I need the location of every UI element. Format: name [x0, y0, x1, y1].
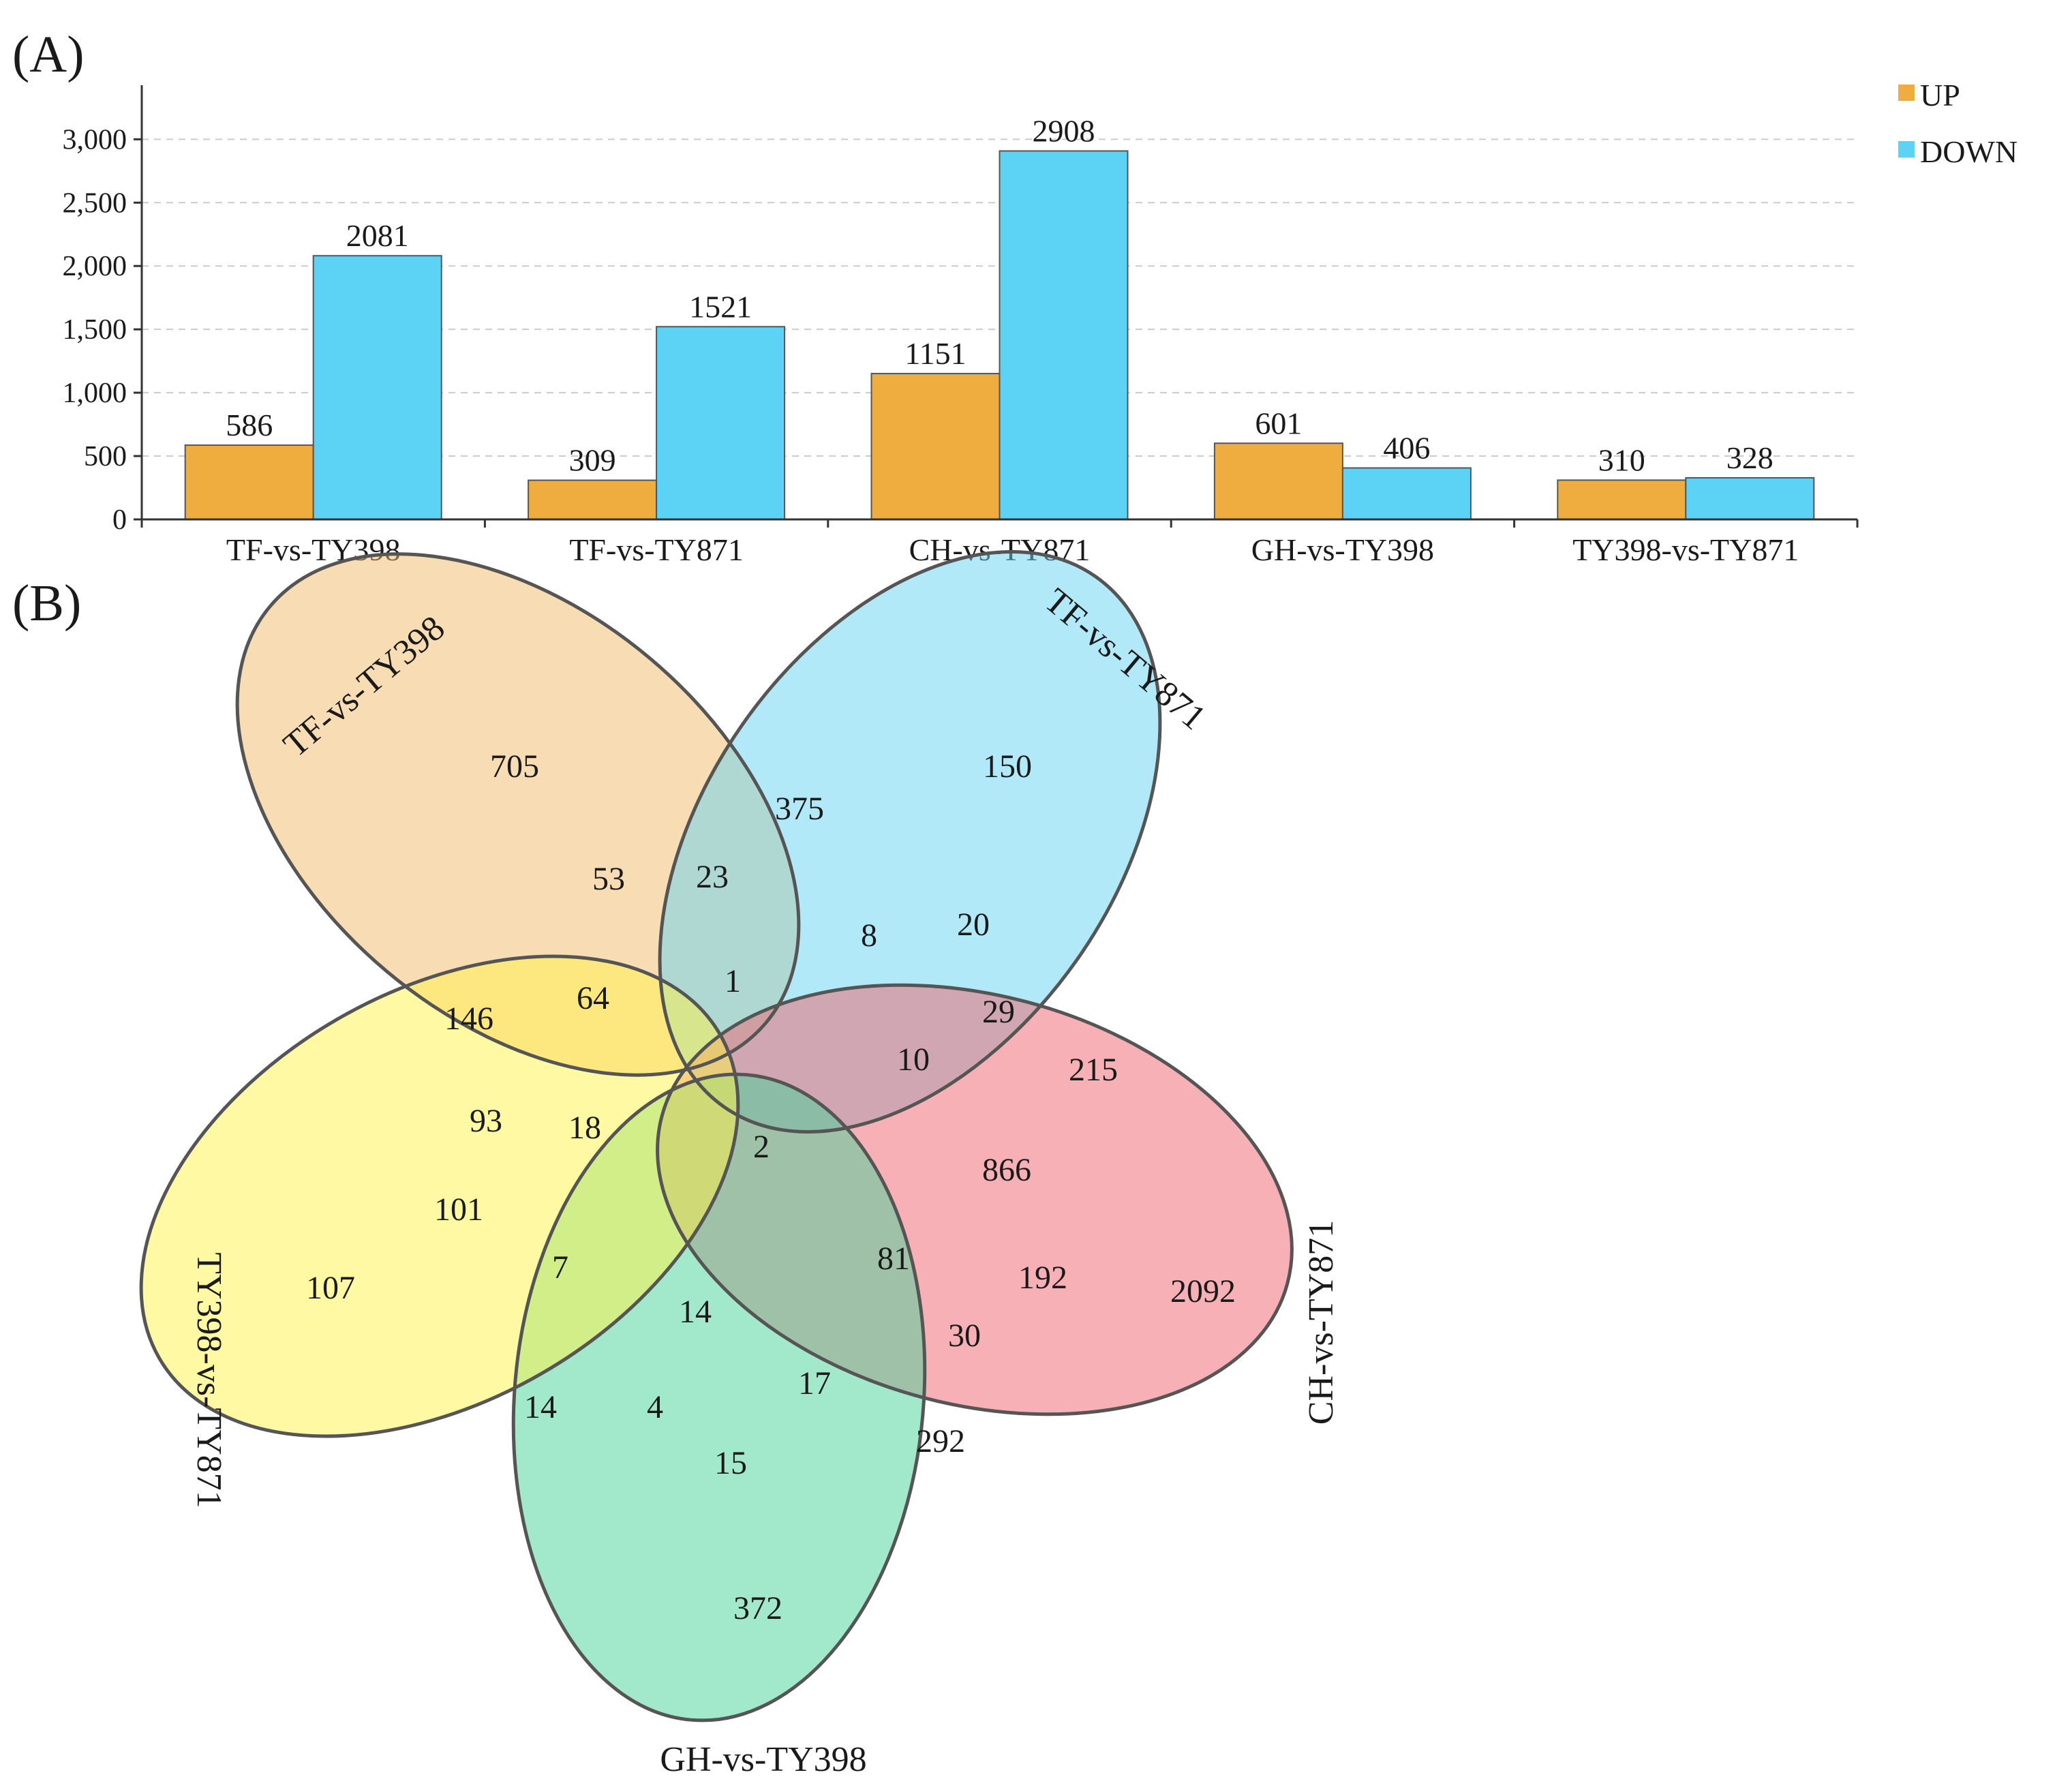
venn-count: 18	[568, 1110, 601, 1146]
venn-count: 866	[982, 1152, 1031, 1188]
venn-count: 101	[434, 1191, 483, 1228]
venn-count: 93	[470, 1103, 502, 1139]
bar-down-ty398-vs-ty871	[1685, 477, 1815, 520]
venn-count: 292	[916, 1423, 965, 1459]
bar-value-label: 586	[226, 408, 273, 442]
y-tick-labels: 0 500 1,000 1,500 2,000 2,500 3,000	[63, 124, 127, 536]
legend-label-up: UP	[1920, 78, 1960, 112]
set-label-ty398-vs-ty871: TY398-vs-TY871	[189, 1252, 228, 1508]
bar-value-label: 328	[1726, 440, 1774, 475]
venn-set-tf-vs-ty398-outline	[235, 552, 801, 1077]
venn-count: 20	[957, 907, 990, 943]
venn-set-tf-vs-ty398	[237, 553, 799, 1076]
venn-set-ty398-vs-ty871	[141, 956, 738, 1437]
venn-count: 2092	[1170, 1273, 1236, 1309]
panel-label-a: (A)	[12, 26, 85, 83]
venn-count: 14	[524, 1389, 557, 1425]
venn-set-ch-vs-ty871-outline	[656, 983, 1294, 1416]
venn-count: 53	[592, 861, 625, 897]
venn-count: 375	[775, 791, 824, 827]
bar-up-ch-vs-ty871	[870, 373, 1001, 521]
bar-down-ch-vs-ty871	[999, 150, 1129, 521]
bar-value-label: 1151	[904, 336, 966, 371]
venn-count: 705	[490, 748, 539, 785]
bar-value-label: 310	[1598, 442, 1645, 477]
venn-set-gh-vs-ty398-outline	[511, 1072, 927, 1722]
venn-count: 146	[444, 1001, 493, 1037]
y-tick-label: 2,000	[63, 251, 127, 282]
venn-count: 107	[306, 1270, 355, 1306]
venn-outlines	[139, 550, 1294, 1722]
set-label-gh-vs-ty398: GH-vs-TY398	[660, 1740, 866, 1779]
venn-count: 7	[552, 1249, 568, 1286]
venn-count: 23	[696, 859, 729, 895]
y-tick-label: 2,500	[63, 187, 127, 219]
bar-up-ty398-vs-ty871	[1557, 479, 1687, 520]
venn-count: 8	[861, 917, 877, 954]
venn-count: 215	[1069, 1052, 1118, 1088]
venn-count: 30	[948, 1318, 981, 1354]
venn-count: 29	[982, 994, 1015, 1030]
venn-count: 15	[714, 1445, 747, 1481]
panel-label-b: (B)	[12, 575, 81, 632]
x-tick-label: TY398-vs-TY871	[1572, 532, 1799, 567]
bar-up-tf-vs-ty398	[184, 444, 314, 520]
set-label-ch-vs-ty871: CH-vs-TY871	[1302, 1220, 1341, 1425]
y-tick-label: 500	[84, 441, 127, 472]
venn-count: 1	[725, 963, 741, 999]
bar-up-tf-vs-ty871	[528, 479, 658, 521]
bars	[184, 150, 1815, 521]
y-tick-label: 0	[112, 504, 127, 536]
venn-set-ty398-vs-ty871-outline	[139, 954, 740, 1438]
bar-value-label: 2081	[346, 218, 409, 253]
x-tick-label: TF-vs-TY871	[569, 532, 744, 567]
bar-down-tf-vs-ty871	[656, 326, 786, 520]
venn-count: 81	[877, 1241, 910, 1277]
y-tick-label: 1,500	[63, 314, 127, 346]
venn-count: 17	[798, 1365, 831, 1401]
legend-label-down: DOWN	[1920, 134, 2018, 169]
bar-up-gh-vs-ty398	[1213, 442, 1343, 521]
x-tick-labels: TF-vs-TY398 TF-vs-TY871 CH-vs-TY871 GH-vs-T…	[226, 532, 1799, 567]
y-tick-label: 1,000	[63, 378, 127, 409]
bar-chart-panel: (A) 586 2081 309 1521 1151 2908 601 406 310 328 0…	[12, 26, 2018, 567]
legend-swatch-up	[1898, 85, 1915, 101]
venn-set-tf-vs-ty871-outline	[658, 550, 1162, 1134]
legend-swatch-down	[1898, 141, 1915, 157]
bar-value-label: 309	[569, 443, 616, 478]
venn-count: 10	[897, 1042, 930, 1078]
bar-down-gh-vs-ty398	[1341, 467, 1472, 520]
bar-down-tf-vs-ty398	[312, 255, 442, 520]
venn-count: 14	[679, 1294, 712, 1330]
venn-count: 4	[647, 1389, 663, 1425]
bar-value-label: 1521	[689, 289, 752, 324]
bar-value-labels: 586 2081 309 1521 1151 2908 601 406 310 328	[226, 113, 1774, 477]
venn-region-counts: 705 150 2092 372 107 375 23 53 20 8 1 64…	[306, 748, 1236, 1626]
venn-count: 192	[1018, 1260, 1067, 1296]
axes	[134, 85, 1859, 528]
venn-count: 64	[577, 980, 609, 1016]
venn-count: 150	[983, 748, 1032, 785]
bar-value-label: 406	[1383, 431, 1430, 466]
venn-set-tf-vs-ty871	[660, 551, 1160, 1132]
bar-value-label: 2908	[1033, 113, 1095, 148]
venn-ellipses	[141, 551, 1292, 1720]
venn-panel: (B) TF-vs-TY398 TF-vs-TY871 CH-vs-TY871 …	[12, 550, 1341, 1779]
legend: UP DOWN	[1898, 78, 2018, 169]
bar-value-label: 601	[1255, 406, 1302, 440]
venn-count: 372	[733, 1590, 782, 1626]
x-tick-label: GH-vs-TY398	[1251, 532, 1434, 567]
venn-count: 2	[753, 1129, 770, 1165]
y-tick-label: 3,000	[63, 124, 127, 155]
